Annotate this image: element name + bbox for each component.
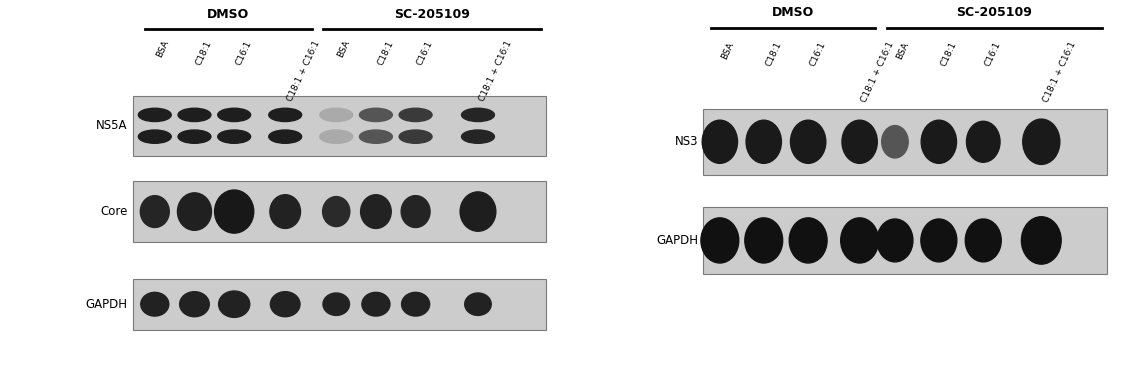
Ellipse shape: [460, 192, 496, 231]
Ellipse shape: [462, 108, 494, 122]
Ellipse shape: [178, 130, 211, 143]
Text: Core: Core: [100, 205, 127, 218]
Text: C18:1 + C16:1: C18:1 + C16:1: [860, 41, 896, 104]
Bar: [134, 279, 547, 330]
Ellipse shape: [219, 291, 249, 317]
Ellipse shape: [218, 108, 251, 122]
Ellipse shape: [966, 121, 1000, 162]
Ellipse shape: [877, 219, 913, 262]
Text: BSA: BSA: [720, 41, 736, 60]
Ellipse shape: [218, 130, 251, 143]
Text: C16:1: C16:1: [983, 41, 1002, 68]
Text: BSA: BSA: [895, 41, 911, 60]
Bar: [134, 181, 547, 242]
Text: GAPDH: GAPDH: [657, 234, 699, 247]
Text: C18:1 + C16:1: C18:1 + C16:1: [479, 39, 514, 103]
Ellipse shape: [178, 108, 211, 122]
Ellipse shape: [362, 292, 390, 316]
Text: DMSO: DMSO: [771, 6, 813, 19]
Ellipse shape: [399, 108, 432, 122]
Text: SC-205109: SC-205109: [956, 6, 1032, 19]
Text: C18:1: C18:1: [939, 41, 958, 68]
Ellipse shape: [399, 130, 432, 143]
Text: C16:1: C16:1: [809, 41, 828, 68]
Ellipse shape: [270, 292, 301, 317]
Ellipse shape: [921, 219, 957, 262]
Text: C16:1: C16:1: [416, 39, 435, 67]
Ellipse shape: [214, 190, 254, 233]
Ellipse shape: [701, 218, 738, 263]
Ellipse shape: [882, 126, 908, 158]
Ellipse shape: [141, 196, 169, 227]
Ellipse shape: [269, 108, 302, 122]
Ellipse shape: [462, 130, 494, 143]
Text: NS5A: NS5A: [96, 119, 127, 132]
Ellipse shape: [178, 193, 211, 230]
Ellipse shape: [361, 195, 391, 229]
Ellipse shape: [465, 293, 491, 316]
Ellipse shape: [921, 120, 956, 163]
Ellipse shape: [702, 120, 737, 163]
Ellipse shape: [401, 292, 430, 316]
Ellipse shape: [401, 196, 430, 227]
Text: NS3: NS3: [675, 135, 699, 148]
Ellipse shape: [138, 130, 171, 143]
Ellipse shape: [320, 108, 353, 122]
Ellipse shape: [269, 130, 302, 143]
Ellipse shape: [138, 108, 171, 122]
Text: C18:1 + C16:1: C18:1 + C16:1: [1041, 41, 1077, 104]
Ellipse shape: [1023, 119, 1060, 165]
Ellipse shape: [745, 218, 782, 263]
Ellipse shape: [359, 130, 392, 143]
Text: DMSO: DMSO: [206, 9, 249, 21]
Text: SC-205109: SC-205109: [395, 9, 469, 21]
Bar: [134, 96, 547, 156]
Ellipse shape: [790, 120, 826, 163]
Text: BSA: BSA: [337, 39, 352, 59]
Text: C18:1: C18:1: [376, 39, 396, 67]
Ellipse shape: [789, 218, 827, 263]
Ellipse shape: [323, 197, 350, 227]
Text: C18:1 + C16:1: C18:1 + C16:1: [286, 39, 321, 103]
Ellipse shape: [840, 218, 879, 263]
Ellipse shape: [1022, 217, 1061, 264]
Bar: [703, 207, 1107, 274]
Ellipse shape: [323, 293, 349, 316]
Text: C18:1: C18:1: [195, 39, 214, 67]
Text: GAPDH: GAPDH: [85, 298, 127, 311]
Text: C16:1: C16:1: [235, 39, 254, 67]
Ellipse shape: [270, 195, 301, 229]
Ellipse shape: [179, 292, 210, 317]
Ellipse shape: [841, 120, 878, 163]
Ellipse shape: [359, 108, 392, 122]
Ellipse shape: [746, 120, 781, 163]
Bar: [703, 108, 1107, 175]
Ellipse shape: [141, 292, 169, 316]
Ellipse shape: [965, 219, 1001, 262]
Text: C18:1: C18:1: [764, 41, 784, 68]
Text: BSA: BSA: [155, 39, 170, 59]
Ellipse shape: [320, 130, 353, 143]
